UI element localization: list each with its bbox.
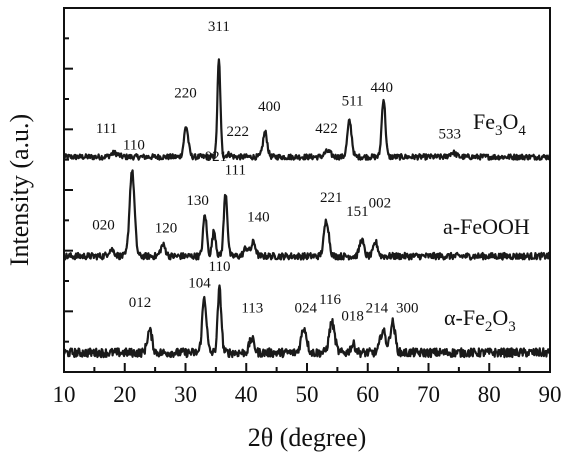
x-tick-label: 40 [235,382,258,407]
peak-label: 440 [370,80,393,96]
series-label-1: a-FeOOH [443,214,530,239]
axis-ticks [63,37,551,372]
peak-label: 140 [247,209,270,225]
peak-label: 300 [396,300,419,316]
peak-label: 021 [205,149,228,165]
pattern-line-1 [63,169,551,261]
peak-label: 400 [258,99,281,115]
pattern-line-2 [63,284,551,359]
peak-label: 012 [129,295,152,311]
peak-label: 116 [319,292,341,308]
peak-label: 151 [346,204,369,220]
x-tick-label: 70 [417,382,440,407]
diffraction-patterns [62,58,551,359]
peak-label: 214 [366,300,389,316]
peak-label: 104 [188,276,211,292]
peak-label: 221 [320,190,343,206]
peak-label: 220 [174,85,197,101]
x-tick-label: 10 [53,382,76,407]
x-tick-label: 80 [478,382,501,407]
peak-label: 111 [96,121,117,137]
peak-label: 111 [225,163,246,179]
peak-label: 110 [123,138,145,154]
peak-label: 222 [226,124,249,140]
x-tick-label: 60 [356,382,379,407]
peak-label: 024 [295,300,318,316]
peak-label: 422 [315,121,338,137]
peak-label: 110 [209,259,231,275]
x-tick-label: 30 [174,382,197,407]
series-label-0: Fe3O4 [473,109,526,139]
x-axis-title: 2θ (degree) [248,423,367,452]
series-labels: Fe3O4 a-FeOOH α-Fe2O3 [443,109,530,335]
x-tick-label: 50 [296,382,319,407]
peak-label: 120 [155,220,178,236]
series-label-2: α-Fe2O3 [444,305,516,335]
peak-label: 113 [241,300,263,316]
peak-label: 020 [92,218,115,234]
peak-label: 018 [341,309,364,325]
pattern-line-0 [62,58,551,161]
x-tick-label: 20 [113,382,136,407]
x-tick-labels: 10 20 30 40 50 60 70 80 90 [53,382,562,407]
peak-label: 533 [439,127,462,143]
peak-label: 311 [208,19,230,35]
peak-label: 130 [186,193,209,209]
peak-label: 511 [342,94,364,110]
peak-label: 002 [369,196,392,212]
y-axis-title: Intensity (a.u.) [5,114,34,266]
x-tick-label: 90 [539,382,562,407]
